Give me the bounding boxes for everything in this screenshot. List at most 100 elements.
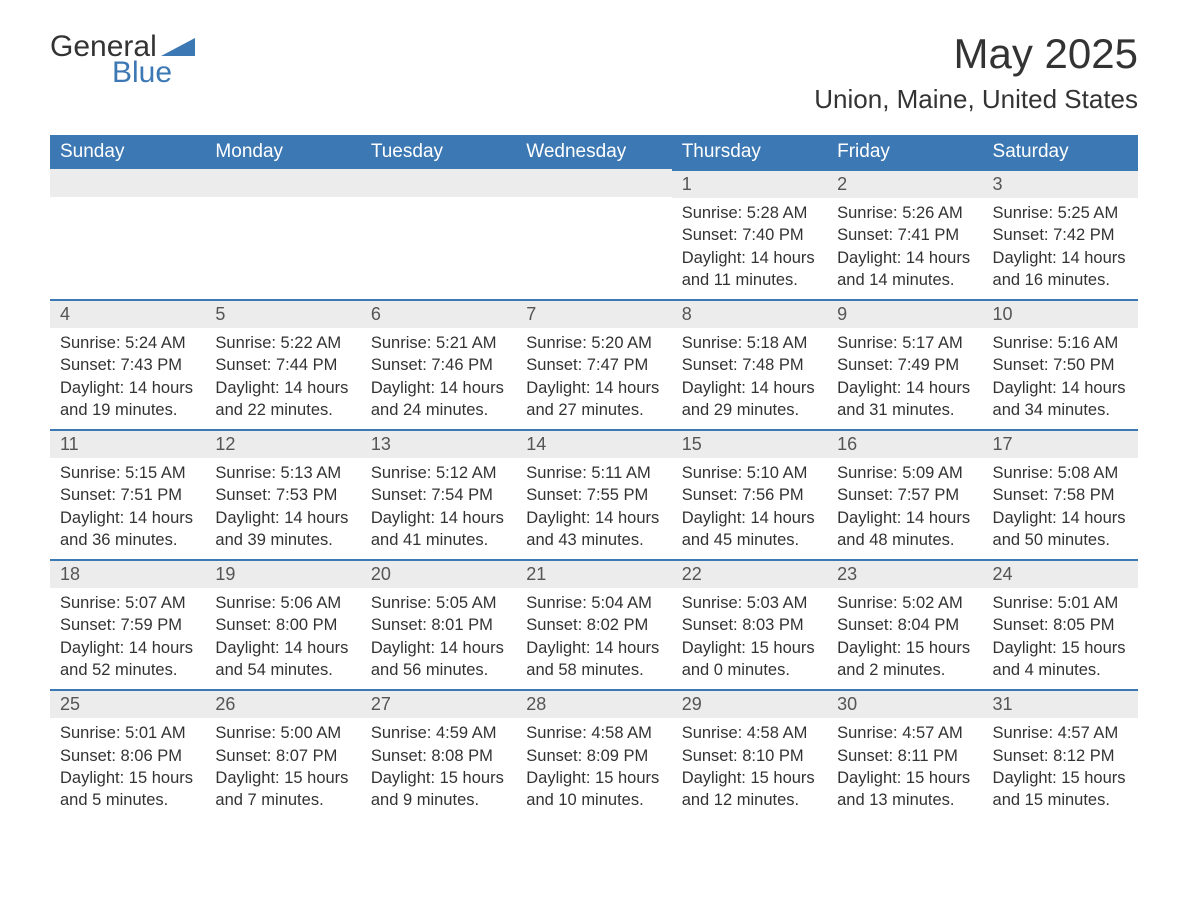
- calendar-cell: 14Sunrise: 5:11 AMSunset: 7:55 PMDayligh…: [516, 429, 671, 559]
- calendar-cell: 19Sunrise: 5:06 AMSunset: 8:00 PMDayligh…: [205, 559, 360, 689]
- weekday-header: Sunday: [50, 135, 205, 169]
- day-info: Sunrise: 5:21 AMSunset: 7:46 PMDaylight:…: [361, 328, 516, 429]
- calendar-cell: 12Sunrise: 5:13 AMSunset: 7:53 PMDayligh…: [205, 429, 360, 559]
- title-block: May 2025 Union, Maine, United States: [814, 30, 1138, 115]
- day-number-bar: 13: [361, 429, 516, 458]
- calendar-table: SundayMondayTuesdayWednesdayThursdayFrid…: [50, 135, 1138, 819]
- day-number-bar: 26: [205, 689, 360, 718]
- day-info: Sunrise: 5:15 AMSunset: 7:51 PMDaylight:…: [50, 458, 205, 559]
- day-info: Sunrise: 5:20 AMSunset: 7:47 PMDaylight:…: [516, 328, 671, 429]
- calendar-cell: 21Sunrise: 5:04 AMSunset: 8:02 PMDayligh…: [516, 559, 671, 689]
- calendar-cell: 23Sunrise: 5:02 AMSunset: 8:04 PMDayligh…: [827, 559, 982, 689]
- day-number-bar: 28: [516, 689, 671, 718]
- calendar-week-row: 4Sunrise: 5:24 AMSunset: 7:43 PMDaylight…: [50, 299, 1138, 429]
- day-number-bar: 5: [205, 299, 360, 328]
- day-number-bar: 4: [50, 299, 205, 328]
- day-info: Sunrise: 5:12 AMSunset: 7:54 PMDaylight:…: [361, 458, 516, 559]
- day-info: Sunrise: 5:22 AMSunset: 7:44 PMDaylight:…: [205, 328, 360, 429]
- day-number-bar: 1: [672, 169, 827, 198]
- day-info: Sunrise: 4:57 AMSunset: 8:11 PMDaylight:…: [827, 718, 982, 819]
- header: General Blue May 2025 Union, Maine, Unit…: [50, 30, 1138, 115]
- calendar-cell: 15Sunrise: 5:10 AMSunset: 7:56 PMDayligh…: [672, 429, 827, 559]
- calendar-cell: [50, 169, 205, 299]
- calendar-cell: 20Sunrise: 5:05 AMSunset: 8:01 PMDayligh…: [361, 559, 516, 689]
- calendar-cell: 29Sunrise: 4:58 AMSunset: 8:10 PMDayligh…: [672, 689, 827, 819]
- calendar-cell: 25Sunrise: 5:01 AMSunset: 8:06 PMDayligh…: [50, 689, 205, 819]
- day-number-bar: 7: [516, 299, 671, 328]
- calendar-cell: 3Sunrise: 5:25 AMSunset: 7:42 PMDaylight…: [983, 169, 1138, 299]
- day-number-bar: 19: [205, 559, 360, 588]
- calendar-week-row: 1Sunrise: 5:28 AMSunset: 7:40 PMDaylight…: [50, 169, 1138, 299]
- day-info: Sunrise: 5:08 AMSunset: 7:58 PMDaylight:…: [983, 458, 1138, 559]
- day-number-bar: 12: [205, 429, 360, 458]
- weekday-header: Monday: [205, 135, 360, 169]
- day-number-bar: 17: [983, 429, 1138, 458]
- day-number-bar: 2: [827, 169, 982, 198]
- calendar-cell: 1Sunrise: 5:28 AMSunset: 7:40 PMDaylight…: [672, 169, 827, 299]
- calendar-week-row: 11Sunrise: 5:15 AMSunset: 7:51 PMDayligh…: [50, 429, 1138, 559]
- empty-day-bar: [361, 169, 516, 197]
- day-info: Sunrise: 5:09 AMSunset: 7:57 PMDaylight:…: [827, 458, 982, 559]
- day-number-bar: 27: [361, 689, 516, 718]
- day-info: Sunrise: 4:59 AMSunset: 8:08 PMDaylight:…: [361, 718, 516, 819]
- day-number-bar: 8: [672, 299, 827, 328]
- day-info: Sunrise: 5:04 AMSunset: 8:02 PMDaylight:…: [516, 588, 671, 689]
- calendar-cell: 22Sunrise: 5:03 AMSunset: 8:03 PMDayligh…: [672, 559, 827, 689]
- empty-day-bar: [205, 169, 360, 197]
- calendar-cell: 9Sunrise: 5:17 AMSunset: 7:49 PMDaylight…: [827, 299, 982, 429]
- day-number-bar: 16: [827, 429, 982, 458]
- logo-text-blue: Blue: [112, 56, 195, 90]
- calendar-cell: 2Sunrise: 5:26 AMSunset: 7:41 PMDaylight…: [827, 169, 982, 299]
- weekday-row: SundayMondayTuesdayWednesdayThursdayFrid…: [50, 135, 1138, 169]
- calendar-cell: 28Sunrise: 4:58 AMSunset: 8:09 PMDayligh…: [516, 689, 671, 819]
- calendar-cell: 5Sunrise: 5:22 AMSunset: 7:44 PMDaylight…: [205, 299, 360, 429]
- day-info: Sunrise: 5:24 AMSunset: 7:43 PMDaylight:…: [50, 328, 205, 429]
- day-info: Sunrise: 5:00 AMSunset: 8:07 PMDaylight:…: [205, 718, 360, 819]
- day-number-bar: 21: [516, 559, 671, 588]
- day-number-bar: 31: [983, 689, 1138, 718]
- day-number-bar: 25: [50, 689, 205, 718]
- day-number-bar: 14: [516, 429, 671, 458]
- day-number-bar: 15: [672, 429, 827, 458]
- day-info: Sunrise: 5:17 AMSunset: 7:49 PMDaylight:…: [827, 328, 982, 429]
- day-info: Sunrise: 5:16 AMSunset: 7:50 PMDaylight:…: [983, 328, 1138, 429]
- weekday-header: Tuesday: [361, 135, 516, 169]
- calendar-cell: 8Sunrise: 5:18 AMSunset: 7:48 PMDaylight…: [672, 299, 827, 429]
- calendar-cell: 17Sunrise: 5:08 AMSunset: 7:58 PMDayligh…: [983, 429, 1138, 559]
- weekday-header: Thursday: [672, 135, 827, 169]
- day-info: Sunrise: 5:10 AMSunset: 7:56 PMDaylight:…: [672, 458, 827, 559]
- day-number-bar: 24: [983, 559, 1138, 588]
- day-info: Sunrise: 5:03 AMSunset: 8:03 PMDaylight:…: [672, 588, 827, 689]
- calendar-cell: 16Sunrise: 5:09 AMSunset: 7:57 PMDayligh…: [827, 429, 982, 559]
- day-info: Sunrise: 5:01 AMSunset: 8:05 PMDaylight:…: [983, 588, 1138, 689]
- day-number-bar: 30: [827, 689, 982, 718]
- calendar-cell: 6Sunrise: 5:21 AMSunset: 7:46 PMDaylight…: [361, 299, 516, 429]
- calendar-cell: 31Sunrise: 4:57 AMSunset: 8:12 PMDayligh…: [983, 689, 1138, 819]
- day-info: Sunrise: 4:57 AMSunset: 8:12 PMDaylight:…: [983, 718, 1138, 819]
- weekday-header: Saturday: [983, 135, 1138, 169]
- day-info: Sunrise: 5:28 AMSunset: 7:40 PMDaylight:…: [672, 198, 827, 299]
- day-number-bar: 3: [983, 169, 1138, 198]
- calendar-week-row: 18Sunrise: 5:07 AMSunset: 7:59 PMDayligh…: [50, 559, 1138, 689]
- calendar-head: SundayMondayTuesdayWednesdayThursdayFrid…: [50, 135, 1138, 169]
- weekday-header: Wednesday: [516, 135, 671, 169]
- calendar-cell: 18Sunrise: 5:07 AMSunset: 7:59 PMDayligh…: [50, 559, 205, 689]
- calendar-cell: [361, 169, 516, 299]
- empty-day-bar: [50, 169, 205, 197]
- logo: General Blue: [50, 30, 195, 90]
- day-number-bar: 23: [827, 559, 982, 588]
- day-info: Sunrise: 4:58 AMSunset: 8:09 PMDaylight:…: [516, 718, 671, 819]
- day-number-bar: 22: [672, 559, 827, 588]
- empty-day-bar: [516, 169, 671, 197]
- day-info: Sunrise: 5:13 AMSunset: 7:53 PMDaylight:…: [205, 458, 360, 559]
- calendar-cell: 30Sunrise: 4:57 AMSunset: 8:11 PMDayligh…: [827, 689, 982, 819]
- calendar-cell: 10Sunrise: 5:16 AMSunset: 7:50 PMDayligh…: [983, 299, 1138, 429]
- calendar-cell: 4Sunrise: 5:24 AMSunset: 7:43 PMDaylight…: [50, 299, 205, 429]
- calendar-cell: [516, 169, 671, 299]
- day-info: Sunrise: 4:58 AMSunset: 8:10 PMDaylight:…: [672, 718, 827, 819]
- month-title: May 2025: [814, 30, 1138, 78]
- day-info: Sunrise: 5:05 AMSunset: 8:01 PMDaylight:…: [361, 588, 516, 689]
- calendar-cell: [205, 169, 360, 299]
- weekday-header: Friday: [827, 135, 982, 169]
- calendar-week-row: 25Sunrise: 5:01 AMSunset: 8:06 PMDayligh…: [50, 689, 1138, 819]
